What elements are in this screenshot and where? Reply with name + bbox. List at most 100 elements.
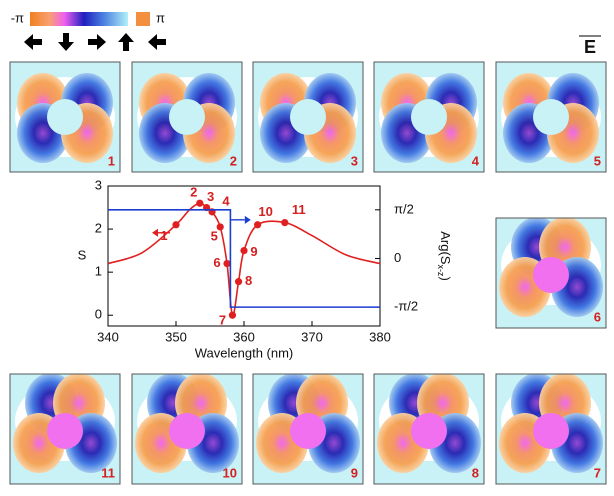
- y2-label-part: ): [438, 276, 453, 280]
- point-label: 9: [250, 244, 257, 259]
- panel-frame: [373, 373, 485, 485]
- y2-label-part: x-z: [436, 264, 446, 276]
- plot-frame: [107, 185, 381, 327]
- point-label: 4: [222, 193, 230, 208]
- point-label: 2: [190, 185, 197, 200]
- field-panel: 6: [495, 217, 607, 329]
- field-panel: 8: [373, 373, 485, 485]
- particle: [290, 413, 326, 449]
- panel-frame: [9, 373, 121, 485]
- y-tick-label: 2: [95, 221, 102, 236]
- field-panel: 5: [495, 61, 607, 173]
- y2-tick-label: -π/2: [394, 299, 418, 314]
- left-axis-arrowhead: [152, 228, 158, 237]
- particle: [533, 99, 569, 135]
- field-map: [132, 62, 242, 172]
- panel-frame: [252, 61, 364, 173]
- panel-label: 11: [101, 465, 115, 480]
- point-label: 11: [292, 202, 306, 217]
- field-map: [10, 374, 120, 484]
- data-point: [216, 223, 224, 231]
- particle: [533, 413, 569, 449]
- panel-frame: [495, 217, 607, 329]
- field-panel: 1: [9, 61, 121, 173]
- y2-tick-label: π/2: [394, 201, 414, 216]
- field-map: [253, 62, 363, 172]
- panel-frame: [495, 373, 607, 485]
- x-axis-label: Wavelength (nm): [195, 345, 294, 360]
- panel-label: 6: [594, 309, 601, 324]
- point-label: 7: [219, 313, 226, 328]
- panel-frame: [131, 373, 243, 485]
- data-point: [223, 259, 231, 268]
- colorbar-max: π: [156, 10, 165, 25]
- point-label: 1: [160, 228, 167, 243]
- field-map: [496, 218, 606, 328]
- y-tick-label: 3: [95, 177, 102, 192]
- particle: [169, 413, 205, 449]
- panel-frame: [373, 61, 485, 173]
- field-map: [253, 374, 363, 484]
- polarization-arrows: [24, 33, 166, 51]
- panel-frame: [252, 373, 364, 485]
- x-tick-label: 340: [97, 329, 119, 344]
- point-label: 10: [258, 204, 272, 219]
- field-map: [496, 62, 606, 172]
- particle: [47, 99, 83, 135]
- y2-axis-label: Arg(Sx-z): [436, 231, 453, 281]
- field-panel: 10: [131, 373, 243, 485]
- field-map: [496, 374, 606, 484]
- y-tick-label: 0: [95, 307, 102, 322]
- field-panel: 7: [495, 373, 607, 485]
- panel-frame: [495, 61, 607, 173]
- point-label: 5: [211, 228, 218, 243]
- data-point: [172, 221, 180, 229]
- field-map: [374, 374, 484, 484]
- field-map: [132, 374, 242, 484]
- panel-label: 2: [230, 153, 237, 168]
- field-label: E: [584, 37, 596, 57]
- x-tick-label: 380: [369, 329, 391, 344]
- field-map: [374, 62, 484, 172]
- x-tick-label: 360: [233, 329, 255, 344]
- field-panel: 4: [373, 61, 485, 173]
- y-tick-label: 1: [95, 264, 102, 279]
- x-tick-label: 350: [165, 329, 187, 344]
- panel-label: 7: [594, 465, 601, 480]
- particle: [290, 99, 326, 135]
- field-panel: 11: [9, 373, 121, 485]
- data-point: [281, 219, 289, 227]
- colorbar-min: -π: [11, 10, 24, 25]
- y2-label-part: Arg(S: [438, 231, 453, 265]
- data-point: [228, 311, 237, 319]
- panel-label: 5: [594, 153, 601, 168]
- right-axis-arrowhead: [244, 215, 251, 224]
- panel-label: 9: [351, 465, 358, 480]
- particle: [411, 99, 447, 135]
- field-panel: 9: [252, 373, 364, 485]
- field-panel: 2: [131, 61, 243, 173]
- panel-label: 4: [472, 153, 480, 168]
- point-label: 6: [213, 255, 220, 270]
- panel-frame: [9, 61, 121, 173]
- panel-label: 3: [351, 153, 358, 168]
- y2-tick-label: 0: [394, 250, 401, 265]
- panel-label: 1: [108, 153, 115, 168]
- data-point: [254, 221, 262, 229]
- point-label: 3: [207, 189, 214, 204]
- y-axis-label: S: [78, 247, 87, 262]
- particle: [533, 257, 569, 293]
- colorbar: [30, 12, 128, 26]
- data-point: [240, 247, 248, 255]
- field-panel: 3: [252, 61, 364, 173]
- panel-frame: [131, 61, 243, 173]
- point-label: 8: [245, 273, 252, 288]
- x-tick-label: 370: [301, 329, 323, 344]
- data-point: [234, 278, 243, 286]
- panel-label: 10: [223, 465, 237, 480]
- colorbar-end: [136, 12, 150, 26]
- particle: [47, 413, 83, 449]
- series-line: [108, 209, 380, 308]
- particle: [169, 99, 205, 135]
